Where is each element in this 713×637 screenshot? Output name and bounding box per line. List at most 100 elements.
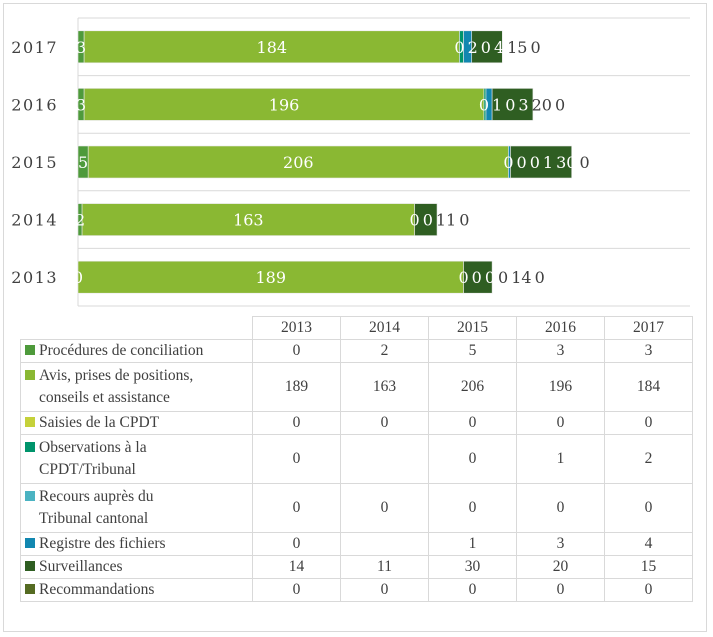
legend-label: Registre des fichiers (39, 535, 166, 552)
table-row: Observations à la CPDT/Tribunal 0 0 1 2 (20, 434, 693, 484)
table-cell: 0 (428, 434, 517, 484)
legend-entry: Saisies de la CPDT (20, 411, 253, 435)
data-label: 3 (76, 38, 86, 57)
legend-entry: Recommandations (20, 578, 253, 602)
table-cell: 0 (516, 411, 605, 435)
data-label: 0 (517, 153, 527, 172)
legend-label: Saisies de la CPDT (39, 414, 160, 431)
legend-entry: Registre des fichiers (20, 532, 253, 556)
data-label: 1 (492, 95, 502, 114)
table-cell: 0 (252, 483, 341, 533)
table-cell: 163 (340, 362, 429, 412)
data-label: 0 (535, 268, 545, 287)
table-cell: 0 (604, 483, 693, 533)
bar-segment (83, 30, 460, 64)
legend-swatch (25, 491, 35, 501)
chart-frame (3, 3, 707, 632)
table-cell: 0 (428, 578, 517, 602)
table-cell: 0 (604, 411, 693, 435)
bar-segment (83, 88, 485, 121)
data-label: 0 (423, 211, 433, 230)
data-label: 189 (256, 268, 287, 287)
data-label: 11 (436, 211, 456, 230)
y-tick-label: 2013 (11, 268, 58, 287)
data-label: 5 (78, 153, 88, 172)
data-label: 0 (505, 95, 515, 114)
legend-entry: Procédures de conciliation (20, 339, 253, 363)
table-cell: 11 (340, 555, 429, 579)
legend-swatch (25, 442, 35, 452)
data-label: 3 (76, 95, 86, 114)
table-header-year: 2013 (252, 316, 341, 340)
bar-segment (87, 145, 509, 179)
legend-label: Observations à la CPDT/Tribunal (39, 439, 147, 478)
data-label: 0 (479, 95, 489, 114)
table-cell: 1 (428, 532, 517, 556)
y-tick-label: 2014 (11, 211, 58, 230)
data-table: 2013 2014 2015 2016 2017 Procédures de concil… (20, 316, 693, 602)
data-label: 0 (498, 268, 508, 287)
bar-segment (471, 30, 503, 64)
data-label: 0 (73, 268, 83, 287)
table-header-year: 2016 (516, 316, 605, 340)
data-label: 20 (532, 95, 552, 114)
table-row: Saisies de la CPDT 0 0 0 0 0 (20, 411, 693, 435)
table-cell: 0 (340, 411, 429, 435)
table-cell (340, 434, 429, 484)
table-cell: 2 (604, 434, 693, 484)
table-row: Registre des fichiers 0 1 3 4 (20, 532, 693, 556)
table-header-year: 2017 (604, 316, 693, 340)
bar-segment (81, 203, 415, 236)
data-label: 4 (494, 38, 504, 57)
table-cell: 0 (516, 578, 605, 602)
table-row: Recommandations 0 0 0 0 0 (20, 578, 693, 602)
legend-entry: Surveillances (20, 555, 253, 579)
y-tick-label: 2016 (11, 95, 58, 114)
legend-swatch (25, 584, 35, 594)
legend-label: Recommandations (39, 581, 155, 598)
table-cell: 3 (516, 339, 605, 363)
data-label: 184 (257, 38, 288, 57)
legend-label: Procédures de conciliation (39, 342, 204, 359)
table-row: Avis, prises de positions, conseils et as… (20, 362, 693, 412)
table-cell: 20 (516, 555, 605, 579)
data-label: 0 (503, 153, 513, 172)
legend-swatch (25, 417, 35, 427)
legend-label: Avis, prises de positions, conseils et as… (39, 367, 194, 406)
table-cell: 189 (252, 362, 341, 412)
table-cell: 30 (428, 555, 517, 579)
data-label: 0 (530, 153, 540, 172)
table-row: Recours auprès du Tribunal cantonal 0 0 0 0 0 (20, 483, 693, 533)
data-label: 0 (579, 153, 589, 172)
table-cell: 14 (252, 555, 341, 579)
data-label: 14 (511, 268, 531, 287)
bar-segment (491, 88, 534, 121)
table-cell: 0 (340, 483, 429, 533)
data-label: 163 (233, 211, 264, 230)
data-label: 3 (518, 95, 528, 114)
table-row: Procédures de conciliation 0 2 5 3 3 (20, 339, 693, 363)
table-cell: 0 (252, 532, 341, 556)
legend-swatch (25, 370, 35, 380)
legend-entry: Recours auprès du Tribunal cantonal (20, 483, 253, 533)
y-tick-label: 2015 (11, 153, 58, 172)
table-cell: 5 (428, 339, 517, 363)
data-label: 0 (454, 38, 464, 57)
table-cell: 0 (252, 434, 341, 484)
data-label: 0 (410, 211, 420, 230)
legend-label: Surveillances (39, 558, 123, 575)
legend-entry: Avis, prises de positions, conseils et as… (20, 362, 253, 412)
bar-segment (510, 145, 572, 179)
table-cell: 0 (252, 339, 341, 363)
table-row: Surveillances 14 11 30 20 15 (20, 555, 693, 579)
legend-entry: Observations à la CPDT/Tribunal (20, 434, 253, 484)
legend-swatch (25, 345, 35, 355)
data-label: 206 (283, 153, 314, 172)
legend-swatch (25, 561, 35, 571)
legend-swatch (25, 538, 35, 548)
table-cell: 0 (340, 578, 429, 602)
table-cell: 184 (604, 362, 693, 412)
legend-label: Recours auprès du Tribunal cantonal (39, 488, 154, 527)
data-label: 0 (472, 268, 482, 287)
